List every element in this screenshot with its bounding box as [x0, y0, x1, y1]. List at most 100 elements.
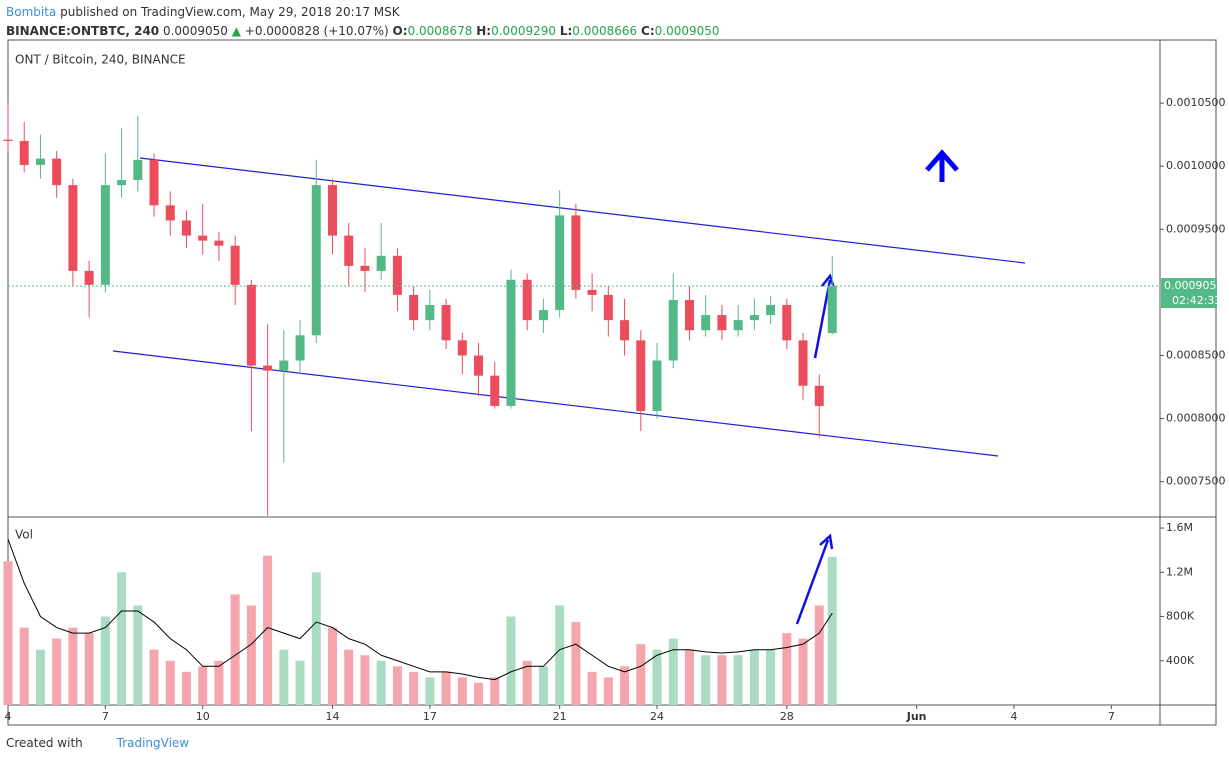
x-tick-label: 7 — [1108, 710, 1115, 723]
volume-bar — [636, 644, 646, 705]
y-tick-label: 0.0010500 — [1166, 96, 1226, 109]
candle-body — [133, 159, 143, 181]
x-tick-label: 17 — [423, 710, 437, 723]
candle-body — [360, 265, 370, 271]
candle-body — [328, 185, 338, 236]
volume-bar — [603, 677, 613, 705]
candle-body — [766, 305, 776, 316]
brand[interactable]: TradingView — [116, 736, 190, 750]
author[interactable]: Bombita — [6, 5, 57, 19]
x-tick-label: 28 — [780, 710, 794, 723]
volume-bar — [165, 660, 175, 705]
candle-body — [279, 360, 289, 371]
volume-bar — [84, 633, 94, 705]
volume-bar — [555, 605, 565, 705]
y-tick-label: 0.0009500 — [1166, 222, 1226, 235]
volume-bar — [344, 649, 354, 705]
y-tick-label: 0.0010000 — [1166, 159, 1226, 172]
y-tick-label: 0.0008000 — [1166, 412, 1226, 425]
candle-body — [198, 235, 208, 241]
volume-bar — [230, 594, 240, 705]
l-label: L: — [559, 24, 573, 38]
volume-bar — [3, 561, 13, 705]
l: 0.0008666 — [572, 24, 638, 38]
volume-bar — [311, 572, 321, 705]
candle-body — [636, 340, 646, 411]
candle-body — [522, 279, 532, 321]
volume-bar — [392, 666, 402, 705]
candle-body — [620, 320, 630, 341]
last-price-label: 0.0009050 — [1164, 279, 1224, 292]
candle-body — [376, 255, 386, 271]
volume-bar — [35, 649, 45, 705]
candle-body — [733, 320, 743, 331]
arrow: ▲ — [231, 24, 241, 38]
volume-bar — [263, 555, 273, 705]
volume-bar — [490, 677, 500, 705]
volume-bar — [117, 572, 127, 705]
volume-bar — [328, 627, 338, 705]
candle-body — [749, 315, 759, 321]
volume-bar — [214, 660, 224, 705]
x-tick-label: 24 — [650, 710, 664, 723]
candle-body — [441, 305, 451, 341]
h: 0.0009290 — [491, 24, 557, 38]
candle-body — [490, 375, 500, 406]
volume-bar — [68, 627, 78, 705]
y-tick-label: 0.0008500 — [1166, 348, 1226, 361]
volume-bar — [246, 605, 256, 705]
candle-body — [538, 310, 548, 321]
candle-body — [603, 294, 613, 321]
x-tick-label: 4 — [1010, 710, 1017, 723]
candle-body — [100, 185, 110, 285]
volume-bar — [538, 666, 548, 705]
volume-bar — [133, 605, 143, 705]
y2-tick-label: 400K — [1166, 654, 1195, 667]
candle-body — [295, 335, 305, 361]
volume-bar — [425, 677, 435, 705]
o-label: O: — [392, 24, 408, 38]
countdown: 02:42:33 — [1172, 294, 1221, 307]
volume-bar — [652, 649, 662, 705]
volume-bar — [620, 666, 630, 705]
chart: ONT / Bitcoin, 240, BINANCE Vol 0.000750… — [3, 39, 1226, 726]
candle-body — [555, 215, 565, 311]
volume-bar — [701, 655, 711, 705]
channel-bottom — [112, 350, 999, 457]
volume-bar — [376, 660, 386, 705]
x-tick-label: 21 — [553, 710, 567, 723]
quote-line: BINANCE:ONTBTC, 240 0.0009050 ▲ +0.00008… — [6, 22, 720, 41]
y2-tick-label: 800K — [1166, 610, 1195, 623]
candle-body — [827, 286, 837, 334]
change: +0.0000828 (+10.07%) — [244, 24, 389, 38]
candle-body — [457, 340, 467, 356]
volume-bar — [441, 671, 451, 705]
candle-body — [230, 245, 240, 285]
volume-bar — [19, 627, 29, 705]
candle-body — [652, 360, 662, 411]
channel-top — [139, 157, 1026, 264]
last: 0.0009050 — [162, 24, 228, 38]
volume-bar — [798, 638, 808, 705]
candle-body — [684, 299, 694, 331]
volume-bar — [457, 677, 467, 705]
candle-body — [814, 385, 824, 406]
chart-title: ONT / Bitcoin, 240, BINANCE — [15, 53, 186, 67]
candle-body — [425, 305, 435, 321]
candle-body — [117, 180, 127, 186]
x-tick-label: 7 — [102, 710, 109, 723]
candle-body — [3, 139, 13, 141]
volume-bar — [279, 649, 289, 705]
candle-body — [344, 235, 354, 266]
header: Bombita published on TradingView.com, Ma… — [6, 3, 720, 41]
frame — [7, 39, 1217, 726]
volume-bar — [684, 649, 694, 705]
big-arrow — [925, 149, 959, 182]
candle-body — [782, 305, 792, 341]
volume-bar — [522, 660, 532, 705]
last-price-box — [1161, 278, 1217, 309]
c-label: C: — [641, 24, 655, 38]
candle-body — [717, 315, 727, 331]
candle-body — [571, 215, 581, 290]
candle-body — [165, 205, 175, 221]
